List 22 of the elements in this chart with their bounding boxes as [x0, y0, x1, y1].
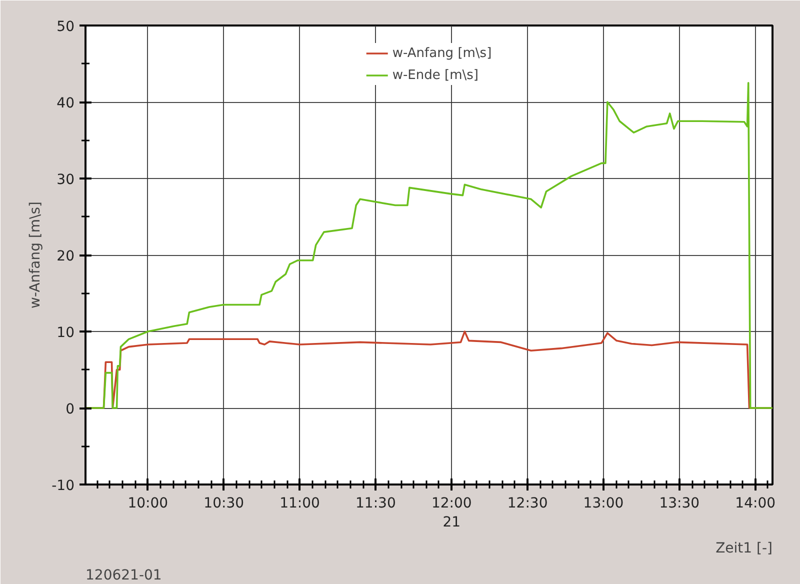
x-tick-label: 10:30: [204, 496, 244, 512]
y-tick-label: -10: [52, 478, 75, 494]
x-tick-label: 12:00 21: [431, 496, 472, 531]
x-tick-label: 12:30: [507, 496, 548, 512]
x-tick-label: 10:00: [128, 496, 168, 512]
y-tick-label: 40: [56, 96, 75, 112]
text: 120621-01: [86, 568, 162, 584]
x-tick-label: 13:00: [583, 496, 624, 512]
line-series: [86, 82, 772, 409]
y-tick-label: 30: [56, 172, 75, 188]
x-axis-title: Zeit1 [-]: [716, 540, 773, 556]
y-tick-label: 20: [56, 248, 75, 264]
y-tick-label: 50: [56, 19, 75, 35]
y-tick-label: 0: [66, 402, 75, 418]
x-tick-label: 11:00: [280, 496, 320, 512]
x-tick-label: 13:30: [659, 496, 700, 512]
legend-label: w-Ende [m\s]: [392, 68, 478, 82]
y-axis-title: w-Anfang [m\s]: [28, 202, 44, 308]
x-tick-label: 11:30: [356, 496, 396, 512]
legend-label: w-Anfang [m\s]: [392, 46, 492, 60]
x-tick-label: 14:00: [735, 496, 776, 512]
y-tick-label: 10: [56, 325, 75, 341]
